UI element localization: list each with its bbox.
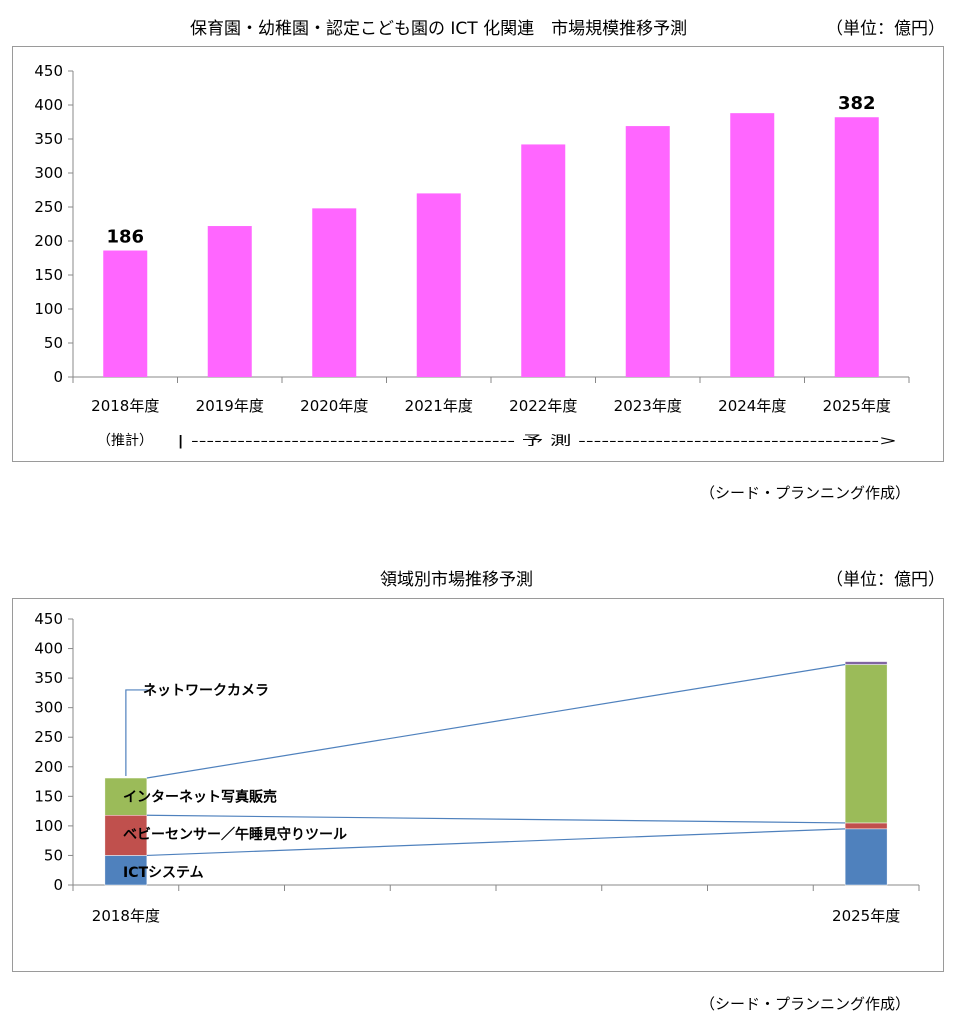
y-tick-label: 400 [34,96,63,114]
y-tick-label: 350 [34,669,63,687]
stacked-segment [104,814,148,856]
data-label: 382 [838,93,876,114]
x-tick-label: 2018年度 [91,397,159,415]
y-tick-label: 0 [53,368,63,386]
bar [521,144,566,377]
y-tick-label: 0 [53,876,63,894]
y-tick-label: 200 [34,758,63,776]
x-tick-label: 2019年度 [196,397,264,415]
stacked-segment [844,664,888,824]
data-label: 186 [106,227,144,248]
chart2-title: 領域別市場推移予測 [380,570,533,590]
series-connector [146,828,846,857]
x-tick-label: 2024年度 [718,397,786,415]
chart2-credit: （シード・プランニング作成） [700,995,911,1013]
bar [834,117,879,378]
x-tick-label: 2023年度 [614,397,682,415]
chart2-frame: 0 50 100 150 200 250 300 350 400 450 2018年度 2025年度 I… [12,598,944,972]
chart2-unit: （単位：億円） [826,570,945,590]
chart2-svg: 0 50 100 150 200 250 300 350 400 450 2018年度 2025年度 I… [34,610,920,925]
x-tick-label: 2025年度 [823,397,891,415]
y-tick-label: 400 [34,640,63,658]
y-tick-label: 250 [34,198,63,216]
y-tick-label: 150 [34,787,63,805]
stacked-segment [844,661,888,665]
y-tick-label: 250 [34,728,63,746]
y-tick-label: 200 [34,232,63,250]
stacked-segment [844,828,888,886]
series-label: ベビーセンサー／午睡見守りツール [123,826,347,843]
y-tick-label: 50 [44,334,63,352]
y-tick-label: 100 [34,300,63,318]
y-tick-label: 150 [34,266,63,284]
y-tick-label: 450 [34,62,63,80]
stacked-segment [844,822,888,830]
bar [103,250,148,377]
bar [730,113,775,377]
series-label: ネットワークカメラ [143,683,269,699]
x-tick-label: 2021年度 [405,397,473,415]
bar [416,193,461,377]
x-tick-label: 2022年度 [509,397,577,415]
series-connector [146,814,846,824]
series-connector [146,663,846,779]
chart1-title: 保育園・幼稚園・認定こども園の ICT 化関連 市場規模推移予測 [190,19,688,39]
y-tick-label: 350 [34,130,63,148]
series-label: インターネット写真販売 [123,788,277,805]
chart1-svg: 0 50 100 150 200 250 300 350 400 450 2018年度 186 2019… [34,62,910,449]
stacked-segment [104,777,148,816]
bar [312,208,357,377]
y-tick-label: 450 [34,610,63,628]
series-label: ICTシステム [123,865,204,881]
chart1-credit: （シード・プランニング作成） [700,484,911,502]
note-estimate: （推計） [97,433,153,449]
y-tick-label: 300 [34,699,63,717]
x-tick-label: 2025年度 [832,907,900,925]
note-forecast: | --------------------------------------… [177,434,897,449]
chart1-frame: 0 50 100 150 200 250 300 350 400 450 2018年度 186 2019… [12,46,944,462]
x-tick-label: 2018年度 [92,907,160,925]
y-tick-label: 100 [34,817,63,835]
leader-line [125,689,148,777]
bar [207,226,252,377]
y-tick-label: 300 [34,164,63,182]
chart1-unit: （単位：億円） [826,19,945,39]
x-tick-label: 2020年度 [300,397,368,415]
bar [625,126,670,377]
y-tick-label: 50 [44,846,63,864]
